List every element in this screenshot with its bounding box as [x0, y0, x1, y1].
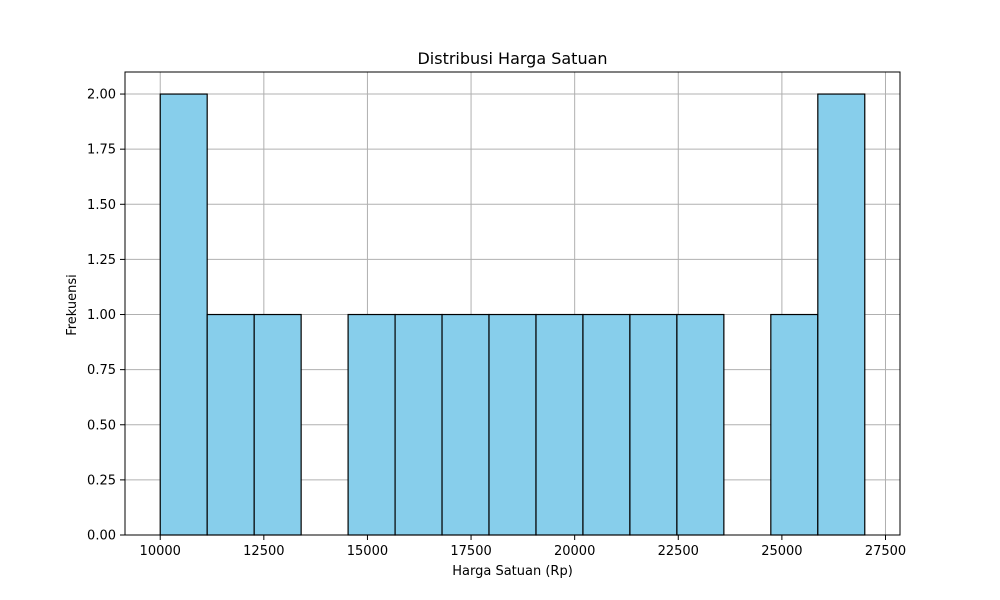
x-tick-label: 17500 [450, 544, 491, 559]
y-tick-label: 0.50 [87, 418, 116, 433]
y-tick-label: 1.50 [87, 198, 116, 213]
y-tick-label: 2.00 [87, 88, 116, 103]
histogram-bar [488, 313, 537, 536]
x-tick-label: 15000 [347, 544, 388, 559]
y-tick-label: 0.75 [87, 363, 116, 378]
x-tick-label: 25000 [761, 544, 802, 559]
y-tick-label: 1.25 [87, 253, 116, 268]
ticks-layer: 10000 12500 15000 17500 20000 22500 25000 27500… [87, 88, 906, 559]
x-tick-label: 10000 [140, 544, 181, 559]
histogram-bar [347, 313, 396, 536]
histogram-bar [629, 313, 678, 536]
y-tick-label: 0.00 [87, 529, 116, 544]
histogram-bar [253, 313, 302, 536]
histogram-bar [535, 313, 584, 536]
y-tick-label: 1.00 [87, 308, 116, 323]
y-tick-label: 0.25 [87, 473, 116, 488]
x-tick-label: 20000 [554, 544, 595, 559]
x-axis-title: Harga Satuan (Rp) [452, 564, 573, 579]
x-tick-label: 27500 [865, 544, 906, 559]
x-tick-label: 22500 [658, 544, 699, 559]
chart-title: Distribusi Harga Satuan [417, 49, 607, 68]
histogram-bar [441, 313, 490, 536]
x-tick-label: 12500 [243, 544, 284, 559]
histogram-bar [582, 313, 631, 536]
bars-layer [159, 93, 866, 536]
plot-frame [124, 71, 901, 536]
histogram-bar [817, 93, 866, 536]
axes-layer [124, 71, 901, 536]
histogram-bar [394, 313, 443, 536]
histogram-bar [159, 93, 208, 536]
histogram-bar [676, 313, 725, 536]
histogram-bar [770, 313, 819, 536]
y-tick-label: 1.75 [87, 143, 116, 158]
histogram-bar [206, 313, 255, 536]
y-axis-title: Frekuensi [65, 274, 80, 336]
